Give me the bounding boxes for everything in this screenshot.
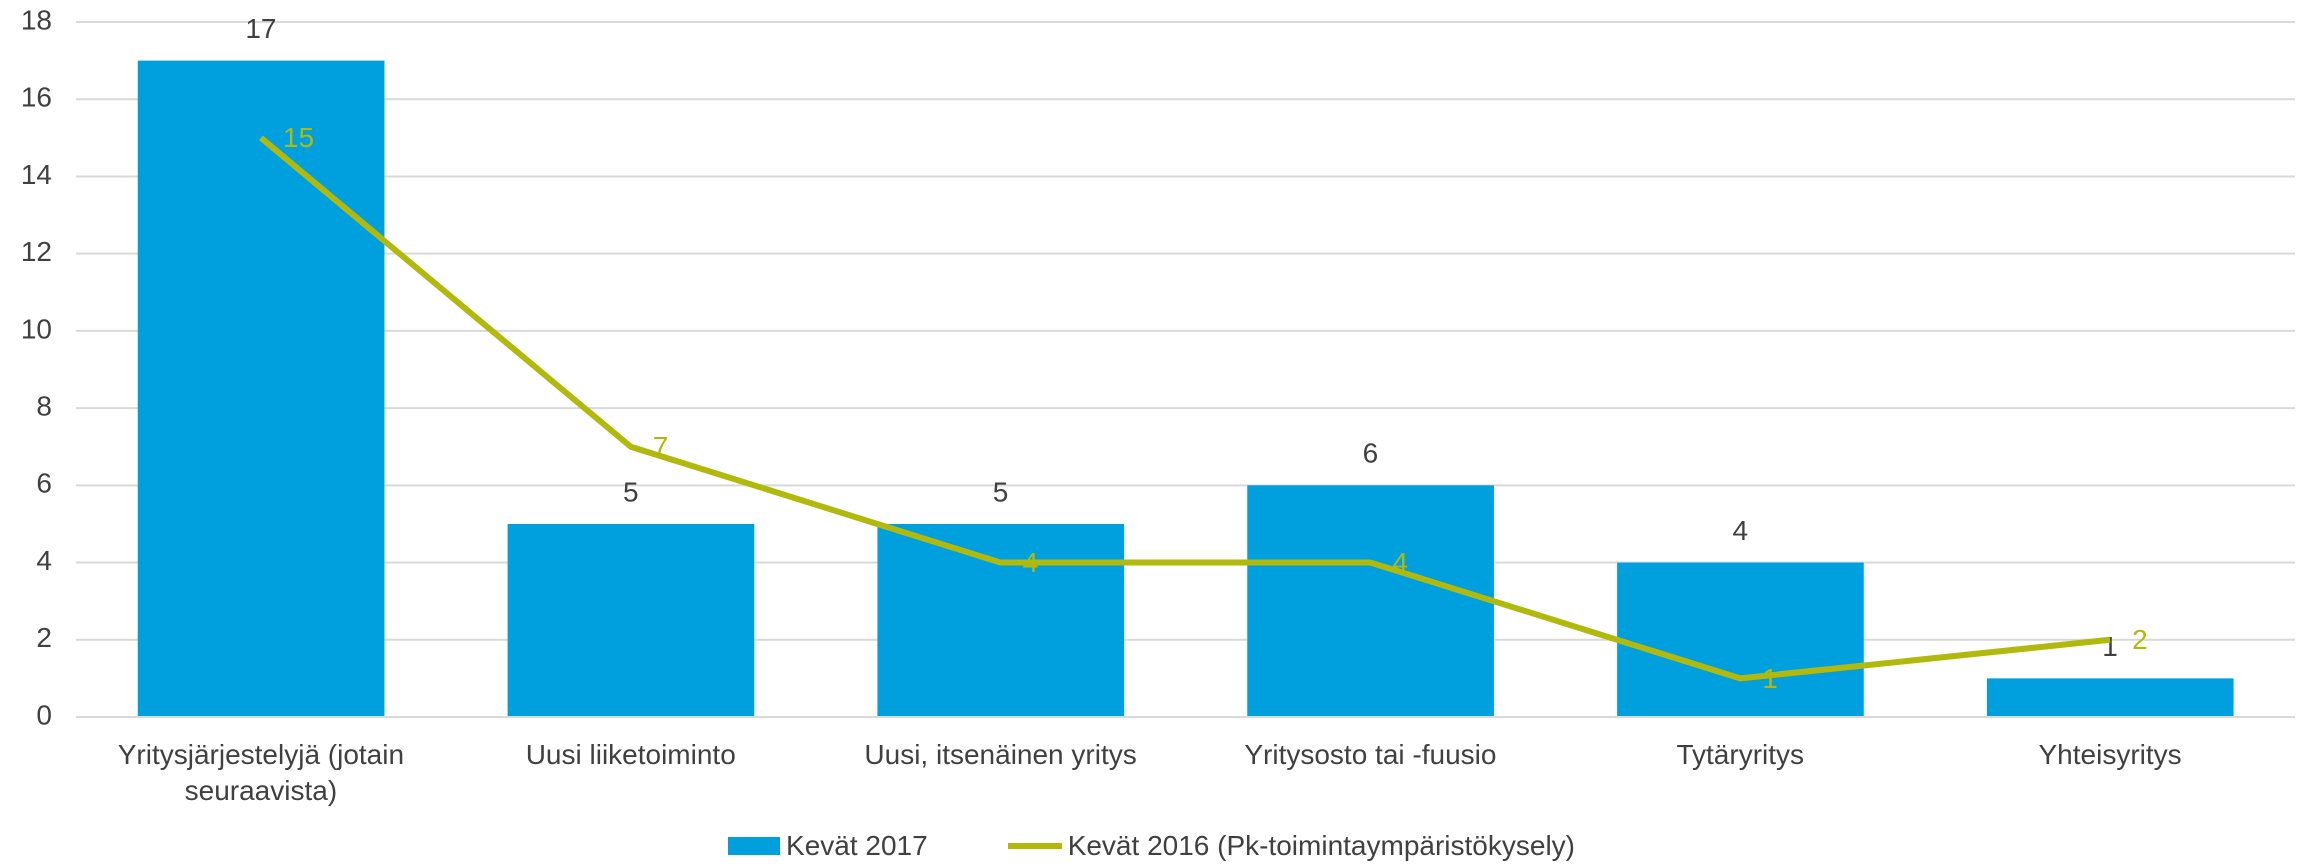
y-tick-label: 14 (21, 159, 52, 190)
legend-swatch (728, 837, 781, 855)
x-tick-label: Tytäryritys (1676, 739, 1805, 770)
y-tick-label: 8 (36, 391, 52, 422)
y-tick-label: 10 (21, 313, 52, 344)
legend-swatch (1007, 843, 1062, 849)
data-label: 4 (1392, 547, 1408, 578)
data-label: 17 (245, 13, 276, 44)
y-tick-label: 0 (36, 699, 52, 730)
x-tick-label: Yritysosto tai -fuusio (1244, 739, 1497, 770)
legend-item: Kevät 2016 (Pk-toimintaympäristökysely) (1007, 830, 1575, 862)
bar (1617, 562, 1864, 717)
bar (137, 60, 385, 718)
y-tick-label: 2 (36, 622, 52, 653)
legend-label: Kevät 2016 (Pk-toimintaympäristökysely) (1067, 830, 1575, 861)
data-label: 5 (993, 476, 1009, 507)
y-tick-label: 6 (36, 468, 52, 499)
y-tick-label: 18 (21, 4, 52, 35)
data-label: 7 (653, 431, 669, 462)
data-label: 15 (283, 122, 314, 153)
data-label: 6 (1363, 438, 1379, 469)
data-label: 1 (2102, 631, 2118, 662)
x-tick-label: Uusi liiketoiminto (525, 739, 736, 770)
bar (877, 523, 1125, 717)
data-label: 2 (2132, 624, 2148, 655)
y-tick-label: 4 (36, 545, 52, 576)
data-label: 5 (623, 476, 639, 507)
data-label: 4 (1023, 547, 1039, 578)
legend-label: Kevät 2017 (786, 830, 928, 861)
bar (507, 523, 755, 717)
legend: Kevät 2017 Kevät 2016 (Pk-toimintaympäris… (0, 830, 2303, 862)
data-label: 1 (1762, 663, 1778, 694)
x-tick-label: Yritysjärjestelyjä (jotain seuraavista) (117, 739, 405, 806)
bar (1247, 485, 1494, 717)
legend-item: Kevät 2017 (728, 830, 928, 862)
bar (1986, 678, 2234, 717)
x-tick-label: Uusi, itsenäinen yritys (864, 739, 1137, 770)
data-label: 4 (1732, 515, 1748, 546)
y-tick-label: 16 (21, 82, 52, 113)
line (258, 135, 2111, 682)
y-tick-label: 12 (21, 236, 52, 267)
x-tick-label: Yhteisyritys (2038, 739, 2182, 770)
